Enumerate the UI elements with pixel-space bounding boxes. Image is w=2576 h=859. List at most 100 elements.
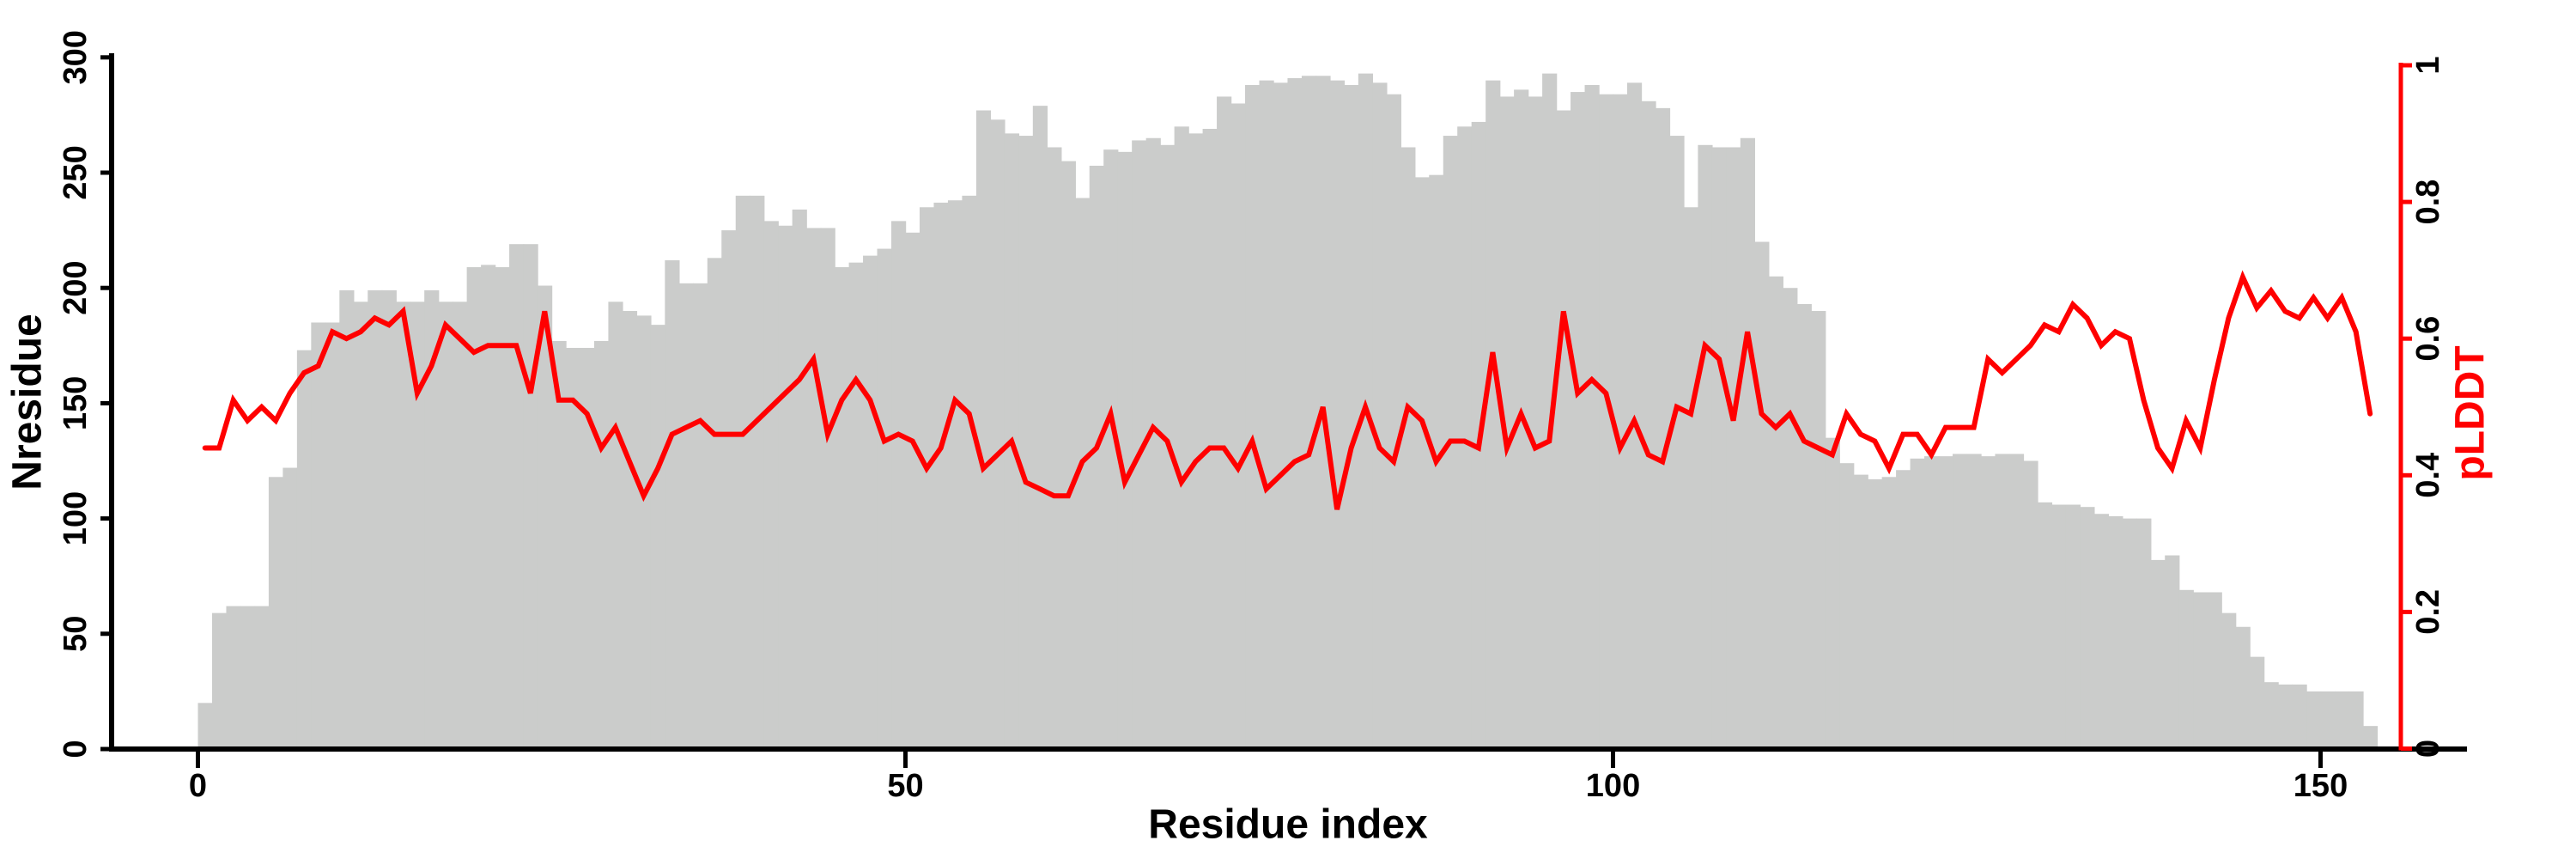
nresidue-bar [2136, 518, 2152, 751]
nresidue-bar [778, 225, 793, 752]
nresidue-bar [1584, 85, 1600, 751]
nresidue-bar [1018, 136, 1034, 751]
y-tick-label-right: 0.6 [2410, 316, 2446, 362]
nresidue-bar [1571, 92, 1586, 751]
nresidue-bar [891, 221, 907, 751]
nresidue-bar [1839, 463, 1855, 751]
nresidue-bar [1245, 85, 1261, 751]
nresidue-bar [1896, 470, 1911, 751]
nresidue-bar [593, 340, 610, 751]
nresidue-bar [962, 195, 977, 752]
nresidue-bar [509, 244, 525, 751]
nresidue-bar [1599, 94, 1614, 752]
nresidue-bar [707, 258, 722, 751]
nresidue-bar [1132, 140, 1147, 752]
nresidue-bar [1117, 151, 1133, 752]
nresidue-bar [1329, 80, 1346, 751]
nresidue-bar [1485, 80, 1501, 751]
nresidue-bar [2178, 589, 2194, 751]
nresidue-bar [1259, 80, 1274, 751]
nresidue-bar [2235, 626, 2251, 751]
nresidue-bar [2278, 684, 2293, 751]
nresidue-bar [1103, 149, 1119, 751]
nresidue-bar [1089, 165, 1104, 751]
nresidue-bar [1796, 303, 1812, 751]
nresidue-bar [608, 302, 623, 751]
nresidue-bar [1853, 474, 1868, 751]
nresidue-bar [1344, 85, 1359, 751]
nresidue-bar [1287, 77, 1303, 751]
y-tick-label-right: 0 [2410, 740, 2446, 758]
nresidue-bar [1542, 73, 1558, 752]
nresidue-bar [1032, 106, 1048, 751]
nresidue-bar [424, 289, 440, 751]
nresidue-bar [197, 703, 213, 751]
nresidue-bar [919, 207, 935, 751]
nresidue-bar [2306, 691, 2322, 751]
nresidue-bar [1273, 82, 1289, 751]
nresidue-bar [721, 230, 737, 752]
y-axis-title-left: Nresidue [4, 314, 51, 490]
nresidue-bar [1811, 311, 1826, 751]
nresidue-bar [1528, 96, 1543, 752]
nresidue-bar [1938, 456, 1953, 751]
x-tick-label: 50 [887, 768, 923, 804]
y-tick-label-right: 1 [2410, 56, 2446, 74]
nresidue-bar [523, 244, 538, 751]
nresidue-bar [580, 347, 595, 751]
nresidue-bar [2122, 518, 2137, 751]
nresidue-bar [240, 606, 256, 751]
nresidue-bar [1145, 137, 1161, 752]
nresidue-bar [1202, 129, 1218, 751]
nresidue-bar [806, 228, 822, 751]
y-axis-title-right: pLDDT [2447, 345, 2494, 481]
nresidue-bar [495, 267, 510, 751]
nresidue-bar [1980, 456, 1996, 751]
nresidue-bar [311, 322, 326, 751]
x-axis-title: Residue index [1148, 801, 1428, 848]
y-tick-label-right: 0.4 [2410, 453, 2446, 498]
nresidue-bar [2221, 612, 2237, 751]
plddt-line [202, 270, 2373, 510]
nresidue-bar [636, 315, 652, 751]
nresidue-bar [2320, 691, 2336, 751]
nresidue-bar [1698, 144, 1713, 752]
nresidue-bar [268, 477, 284, 751]
nresidue-bar [2008, 454, 2025, 751]
nresidue-bar [820, 228, 835, 751]
nresidue-bar [2051, 504, 2067, 751]
nresidue-bar [1372, 82, 1388, 751]
nresidue-bar [2165, 555, 2180, 751]
nresidue-bar [2037, 502, 2053, 751]
nresidue-bar [551, 340, 567, 751]
nresidue-bar [438, 302, 453, 751]
nresidue-bar [2023, 460, 2038, 751]
nresidue-bar [2108, 515, 2123, 751]
nresidue-bar [2207, 592, 2222, 751]
nresidue-bar [1217, 96, 1232, 752]
nresidue-bar [353, 302, 368, 751]
y-tick-label-left: 200 [58, 260, 94, 314]
y-tick-label-right: 0.2 [2410, 589, 2446, 635]
nresidue-bar [2193, 592, 2208, 751]
nresidue-bar [325, 322, 340, 751]
nresidue-bar [622, 311, 638, 751]
nresidue-bar [1047, 147, 1062, 752]
nresidue-bar [1174, 126, 1189, 751]
nresidue-bar [947, 200, 963, 751]
nresidue-bar [1966, 454, 1982, 751]
nresidue-bar [975, 110, 992, 751]
nresidue-bar [339, 289, 355, 751]
nresidue-bar [693, 283, 708, 752]
nresidue-bar [466, 267, 482, 751]
nresidue-bar [650, 325, 666, 751]
y-tick-label-left: 150 [58, 376, 94, 430]
nresidue-bar [2080, 507, 2095, 751]
nresidue-bar [1301, 76, 1317, 751]
nresidue-bar [990, 119, 1005, 751]
nresidue-bar [2065, 504, 2081, 751]
y-tick-label-left: 300 [58, 30, 94, 84]
nresidue-bar [750, 195, 765, 752]
nresidue-bar [1881, 477, 1897, 751]
